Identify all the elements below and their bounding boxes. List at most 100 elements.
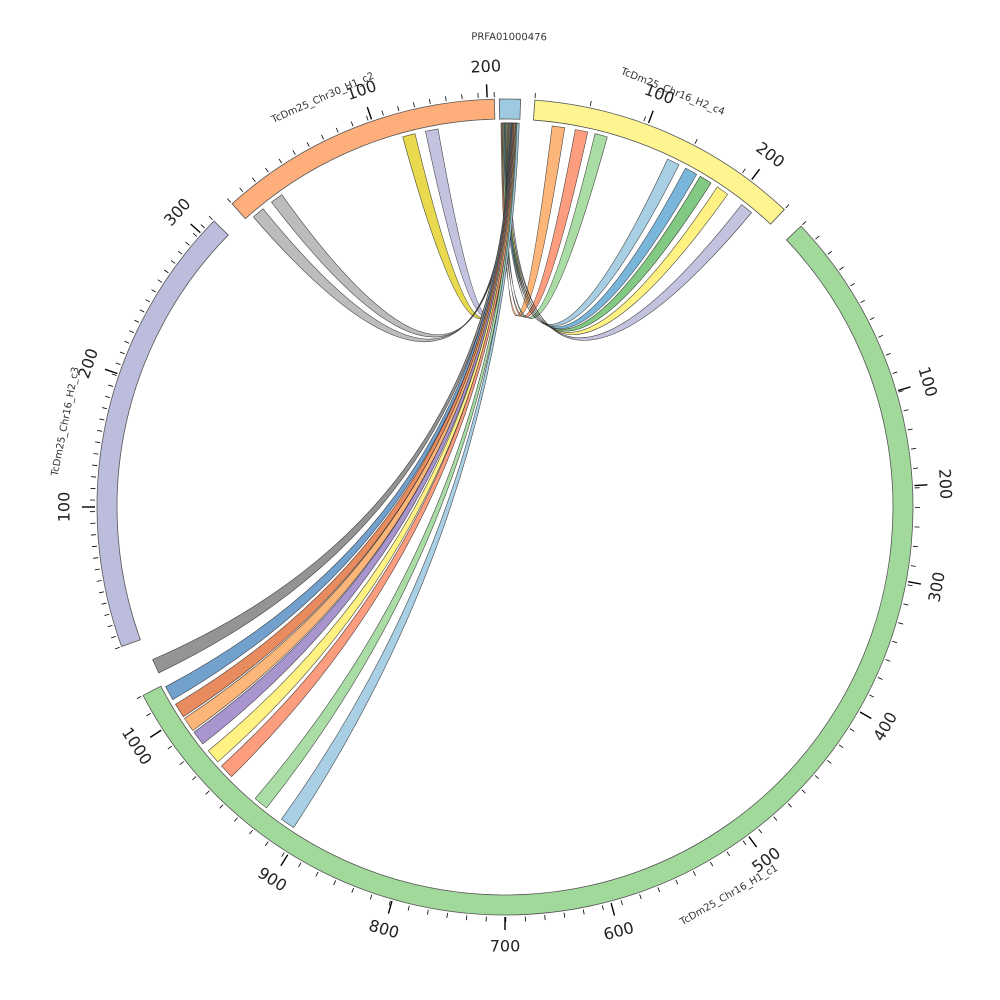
minor-tick [281, 852, 285, 858]
major-tick [647, 110, 654, 124]
minor-tick [892, 371, 898, 374]
tick-label-c1-900: 900 [254, 863, 290, 895]
minor-tick [292, 150, 296, 155]
minor-tick [249, 829, 253, 835]
minor-tick [278, 158, 283, 164]
minor-tick [657, 887, 661, 893]
link-c1-7 [254, 122, 519, 809]
minor-tick [92, 464, 98, 466]
minor-tick [208, 215, 213, 220]
segment-label-prfa: PRFA01000476 [471, 32, 547, 44]
minor-tick [692, 871, 696, 876]
minor-tick [101, 407, 108, 410]
link-c3-1 [252, 122, 513, 343]
minor-tick [726, 851, 731, 857]
major-tick [610, 902, 616, 916]
major-tick [914, 484, 928, 487]
minor-tick [151, 289, 157, 293]
minor-tick [877, 677, 883, 680]
link-c4-7 [506, 122, 752, 341]
tick-label-c3-100: 100 [55, 492, 74, 523]
minor-tick [124, 340, 130, 344]
minor-tick [898, 622, 904, 625]
minor-tick [205, 790, 210, 795]
minor-tick [885, 353, 891, 356]
minor-tick [773, 816, 778, 821]
minor-tick [136, 695, 142, 699]
minor-tick [111, 635, 117, 639]
minor-tick [903, 409, 909, 412]
segment-c3 [96, 220, 229, 648]
minor-tick [192, 232, 198, 237]
minor-tick [366, 115, 369, 121]
minor-tick [298, 862, 302, 868]
minor-tick [563, 912, 566, 918]
major-tick [190, 223, 201, 234]
minor-tick [146, 713, 151, 717]
minor-tick [589, 100, 592, 107]
segment-label-c4: TcDm25_Chr16_H2_c4 [618, 66, 726, 118]
link-c4-1 [501, 122, 589, 318]
ticks-layer [82, 84, 928, 930]
minor-tick [170, 260, 176, 264]
minor-tick [785, 204, 790, 209]
minor-tick [111, 373, 117, 376]
minor-tick [134, 319, 140, 323]
minor-tick [427, 909, 429, 915]
major-tick [748, 836, 758, 848]
tick-label-c2-200: 200 [470, 56, 501, 76]
major-tick [751, 168, 761, 180]
minor-tick [350, 121, 354, 127]
minor-tick [94, 568, 100, 571]
minor-tick [108, 384, 114, 387]
tick-label-c1-300: 300 [925, 570, 949, 603]
tick-label-c3-300: 300 [160, 194, 195, 229]
minor-tick [413, 102, 415, 108]
minor-tick [428, 98, 431, 104]
minor-tick [369, 894, 373, 900]
minor-tick [601, 905, 604, 911]
minor-tick [164, 269, 169, 274]
minor-tick [910, 448, 916, 450]
tick-label-c4-200: 200 [752, 138, 788, 172]
major-tick [387, 900, 393, 914]
minor-tick [185, 241, 190, 246]
minor-tick [252, 177, 256, 182]
segment-prfa [498, 98, 522, 120]
minor-tick [315, 871, 319, 877]
major-tick [104, 368, 118, 375]
major-tick [485, 84, 488, 98]
minor-tick [787, 803, 792, 808]
minor-tick [335, 127, 339, 133]
major-tick [366, 106, 373, 120]
link-c4-6 [505, 122, 729, 335]
link-c1-8 [281, 122, 520, 828]
minor-tick [814, 775, 819, 779]
minor-tick [709, 861, 714, 867]
minor-tick [104, 395, 110, 398]
minor-tick [167, 745, 173, 750]
minor-tick [898, 390, 904, 393]
minor-tick [239, 187, 244, 193]
tick-label-c1-100: 100 [914, 364, 941, 399]
minor-tick [97, 430, 103, 432]
minor-tick [115, 362, 121, 366]
segment-label-c1: TcDm25_Chr16_H1_c1 [678, 863, 780, 929]
blocks-layer [96, 98, 914, 916]
minor-tick [265, 167, 269, 173]
minor-tick [306, 142, 310, 147]
segment-c2 [231, 98, 496, 220]
minor-tick [219, 804, 224, 809]
link-c3-0 [271, 122, 512, 338]
tick-label-c1-800: 800 [367, 916, 402, 943]
segment-label-c3: TcDm25_Chr16_H2_c3 [50, 366, 82, 478]
minor-tick [119, 351, 125, 355]
links-layer [152, 122, 752, 828]
minor-tick [910, 565, 916, 567]
minor-tick [620, 900, 623, 906]
minor-tick [99, 418, 105, 421]
minor-tick [801, 789, 806, 794]
minor-tick [98, 591, 104, 594]
minor-tick [139, 309, 145, 313]
